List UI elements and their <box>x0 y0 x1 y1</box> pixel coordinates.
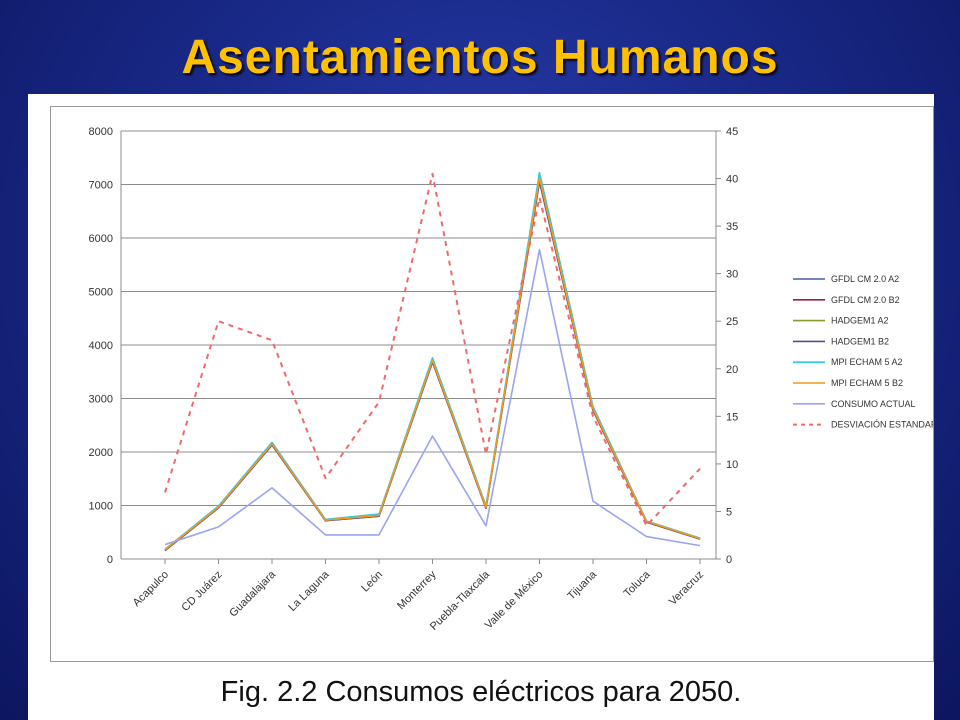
chart-frame: 0 1000 2000 3000 4000 5000 6000 7000 8000 0 5 10 15 2… <box>50 106 934 662</box>
x-tick-label: Valle de México <box>483 569 546 632</box>
y2-tick-label: 20 <box>726 364 738 376</box>
figure-caption: Fig. 2.2 Consumos eléctricos para 2050. <box>220 676 742 708</box>
series-line-gfdl-cm-2-0-b2 <box>164 179 701 552</box>
y-tick-label: 2000 <box>89 447 113 459</box>
y-tick-label: 1000 <box>89 501 113 513</box>
legend-label: HADGEM1 A2 <box>831 316 889 326</box>
legend-label: GFDL CM 2.0 A2 <box>831 274 899 284</box>
legend-label: HADGEM1 B2 <box>831 336 889 346</box>
y-tick-label: 7000 <box>89 180 113 192</box>
y-tick-label: 8000 <box>89 126 113 138</box>
series-line-mpi-echam-5-b2 <box>164 177 701 551</box>
x-tick-label: Tijuana <box>565 568 599 602</box>
legend-label: MPI ECHAM 5 A2 <box>831 357 903 367</box>
legend-label: DESVIACIÓN ESTANDAR <box>831 420 933 430</box>
y-tick-label: 3000 <box>89 394 113 406</box>
y2-tick-label: 15 <box>726 411 738 423</box>
x-tick-label: La Laguna <box>286 568 332 614</box>
y2-tick-label: 10 <box>726 459 738 471</box>
legend-label: GFDL CM 2.0 B2 <box>831 295 900 305</box>
y-tick-label: 5000 <box>89 287 113 299</box>
y-tick-label: 6000 <box>89 233 113 245</box>
y2-tick-label: 40 <box>726 174 738 186</box>
legend-label: CONSUMO ACTUAL <box>831 399 916 409</box>
y2-tick-label: 30 <box>726 269 738 281</box>
y2-tick-label: 0 <box>726 554 732 566</box>
x-tick-label: Veracruz <box>667 569 706 608</box>
series-line-desviaci-n-estandar <box>164 172 701 527</box>
y2-tick-label: 45 <box>726 126 738 138</box>
x-tick-label: Monterrey <box>395 568 439 612</box>
line-chart: 0 1000 2000 3000 4000 5000 6000 7000 8000 0 5 10 15 2… <box>89 126 933 633</box>
series-line-gfdl-cm-2-0-a2 <box>164 178 701 552</box>
x-tick-label: Acapulco <box>131 569 171 609</box>
slide-title: Asentamientos Humanos <box>181 31 779 84</box>
series-line-consumo-actual <box>164 248 701 547</box>
x-tick-label: CD Juárez <box>179 569 224 614</box>
y-tick-label: 4000 <box>89 340 113 352</box>
x-tick-label: León <box>359 569 385 595</box>
legend-label: MPI ECHAM 5 B2 <box>831 378 903 388</box>
y-tick-label: 0 <box>107 554 113 566</box>
figure-panel: 0 1000 2000 3000 4000 5000 6000 7000 8000 0 5 10 15 2… <box>28 94 934 720</box>
x-tick-label: Toluca <box>622 568 654 600</box>
y2-tick-label: 5 <box>726 506 732 518</box>
x-tick-label: Guadalajara <box>227 568 278 619</box>
y2-tick-label: 25 <box>726 316 738 328</box>
series-line-hadgem1-b2 <box>164 181 701 552</box>
y2-tick-label: 35 <box>726 221 738 233</box>
